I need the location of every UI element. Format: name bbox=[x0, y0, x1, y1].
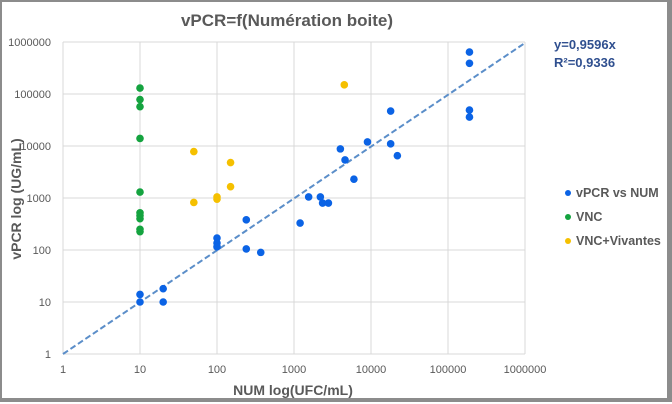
point-vpcr-vs-num bbox=[465, 59, 474, 68]
trendline-r-squared: R²=0,9336 bbox=[554, 55, 615, 70]
legend-marker-vnc bbox=[565, 214, 571, 220]
x-tick-label: 10000 bbox=[356, 364, 387, 376]
y-tick-label: 10000 bbox=[20, 141, 51, 153]
point-vpcr-vs-num bbox=[242, 216, 251, 224]
trendline-equation: y=0,9596x bbox=[554, 37, 617, 52]
x-tick-label: 100000 bbox=[430, 364, 467, 376]
x-tick-label: 100 bbox=[208, 364, 226, 376]
point-vpcr-vs-num bbox=[242, 245, 251, 253]
point-vpcr-vs-num bbox=[393, 151, 402, 160]
y-tick-label: 1000 bbox=[27, 193, 51, 205]
y-tick-label: 100000 bbox=[14, 89, 51, 101]
point-vpcr-vs-num bbox=[159, 284, 167, 293]
point-vnc bbox=[136, 214, 144, 223]
point-vpcr-vs-num bbox=[213, 243, 221, 251]
legend-label-vnc: VNC bbox=[576, 210, 602, 224]
point-vnc bbox=[136, 227, 144, 236]
legend-marker-vpcr-vs-num bbox=[565, 190, 571, 196]
y-tick-label: 10 bbox=[39, 297, 51, 309]
point-vnc bbox=[136, 102, 144, 111]
y-axis-label: vPCR log (UG/mL) bbox=[8, 138, 24, 259]
y-tick-label: 1 bbox=[45, 349, 51, 361]
point-vpcr-vs-num bbox=[465, 106, 474, 114]
point-vnc bbox=[136, 134, 144, 143]
legend-marker-vnc-vivantes bbox=[565, 238, 571, 244]
legend-label-vnc-vivantes: VNC+Vivantes bbox=[576, 234, 661, 248]
point-vpcr-vs-num bbox=[341, 156, 349, 164]
point-vnc-vivantes bbox=[226, 182, 235, 191]
point-vnc-vivantes bbox=[190, 147, 198, 156]
data-points bbox=[136, 48, 474, 306]
x-axis-label: NUM log(UFC/mL) bbox=[233, 382, 353, 398]
x-tick-label: 1 bbox=[60, 364, 66, 376]
y-tick-labels: 1 10 100 1000 10000 100000 1000000 bbox=[8, 37, 51, 361]
x-tick-label: 1000000 bbox=[504, 364, 547, 376]
point-vpcr-vs-num bbox=[465, 48, 474, 56]
chart-title: vPCR=f(Numération boite) bbox=[181, 11, 393, 30]
point-vnc-vivantes bbox=[190, 198, 198, 207]
point-vpcr-vs-num bbox=[316, 193, 325, 201]
point-vnc-vivantes bbox=[340, 81, 349, 89]
point-vpcr-vs-num bbox=[318, 199, 327, 207]
point-vpcr-vs-num bbox=[465, 113, 474, 121]
point-vpcr-vs-num bbox=[159, 298, 167, 306]
legend: vPCR vs NUM VNC VNC+Vivantes bbox=[565, 186, 661, 248]
point-vpcr-vs-num bbox=[136, 298, 144, 306]
point-vnc-vivantes bbox=[226, 158, 235, 167]
point-vpcr-vs-num bbox=[324, 199, 333, 207]
point-vpcr-vs-num bbox=[350, 175, 358, 183]
point-vpcr-vs-num bbox=[363, 138, 372, 146]
point-vpcr-vs-num bbox=[386, 140, 395, 148]
point-vnc bbox=[136, 188, 144, 196]
y-tick-label: 100 bbox=[33, 245, 51, 257]
legend-label-vpcr-vs-num: vPCR vs NUM bbox=[576, 186, 659, 200]
x-tick-labels: 1 10 100 1000 10000 100000 1000000 bbox=[60, 364, 546, 376]
point-vnc bbox=[136, 95, 144, 104]
x-tick-label: 10 bbox=[134, 364, 146, 376]
point-vpcr-vs-num bbox=[296, 219, 304, 227]
x-tick-label: 1000 bbox=[282, 364, 306, 376]
y-tick-label: 1000000 bbox=[8, 37, 51, 49]
point-vpcr-vs-num bbox=[136, 290, 144, 299]
point-vpcr-vs-num bbox=[304, 193, 313, 201]
point-vpcr-vs-num bbox=[386, 107, 395, 115]
point-vpcr-vs-num bbox=[256, 248, 265, 257]
point-vnc bbox=[136, 84, 144, 92]
point-vnc-vivantes bbox=[213, 195, 221, 203]
point-vpcr-vs-num bbox=[336, 145, 345, 153]
